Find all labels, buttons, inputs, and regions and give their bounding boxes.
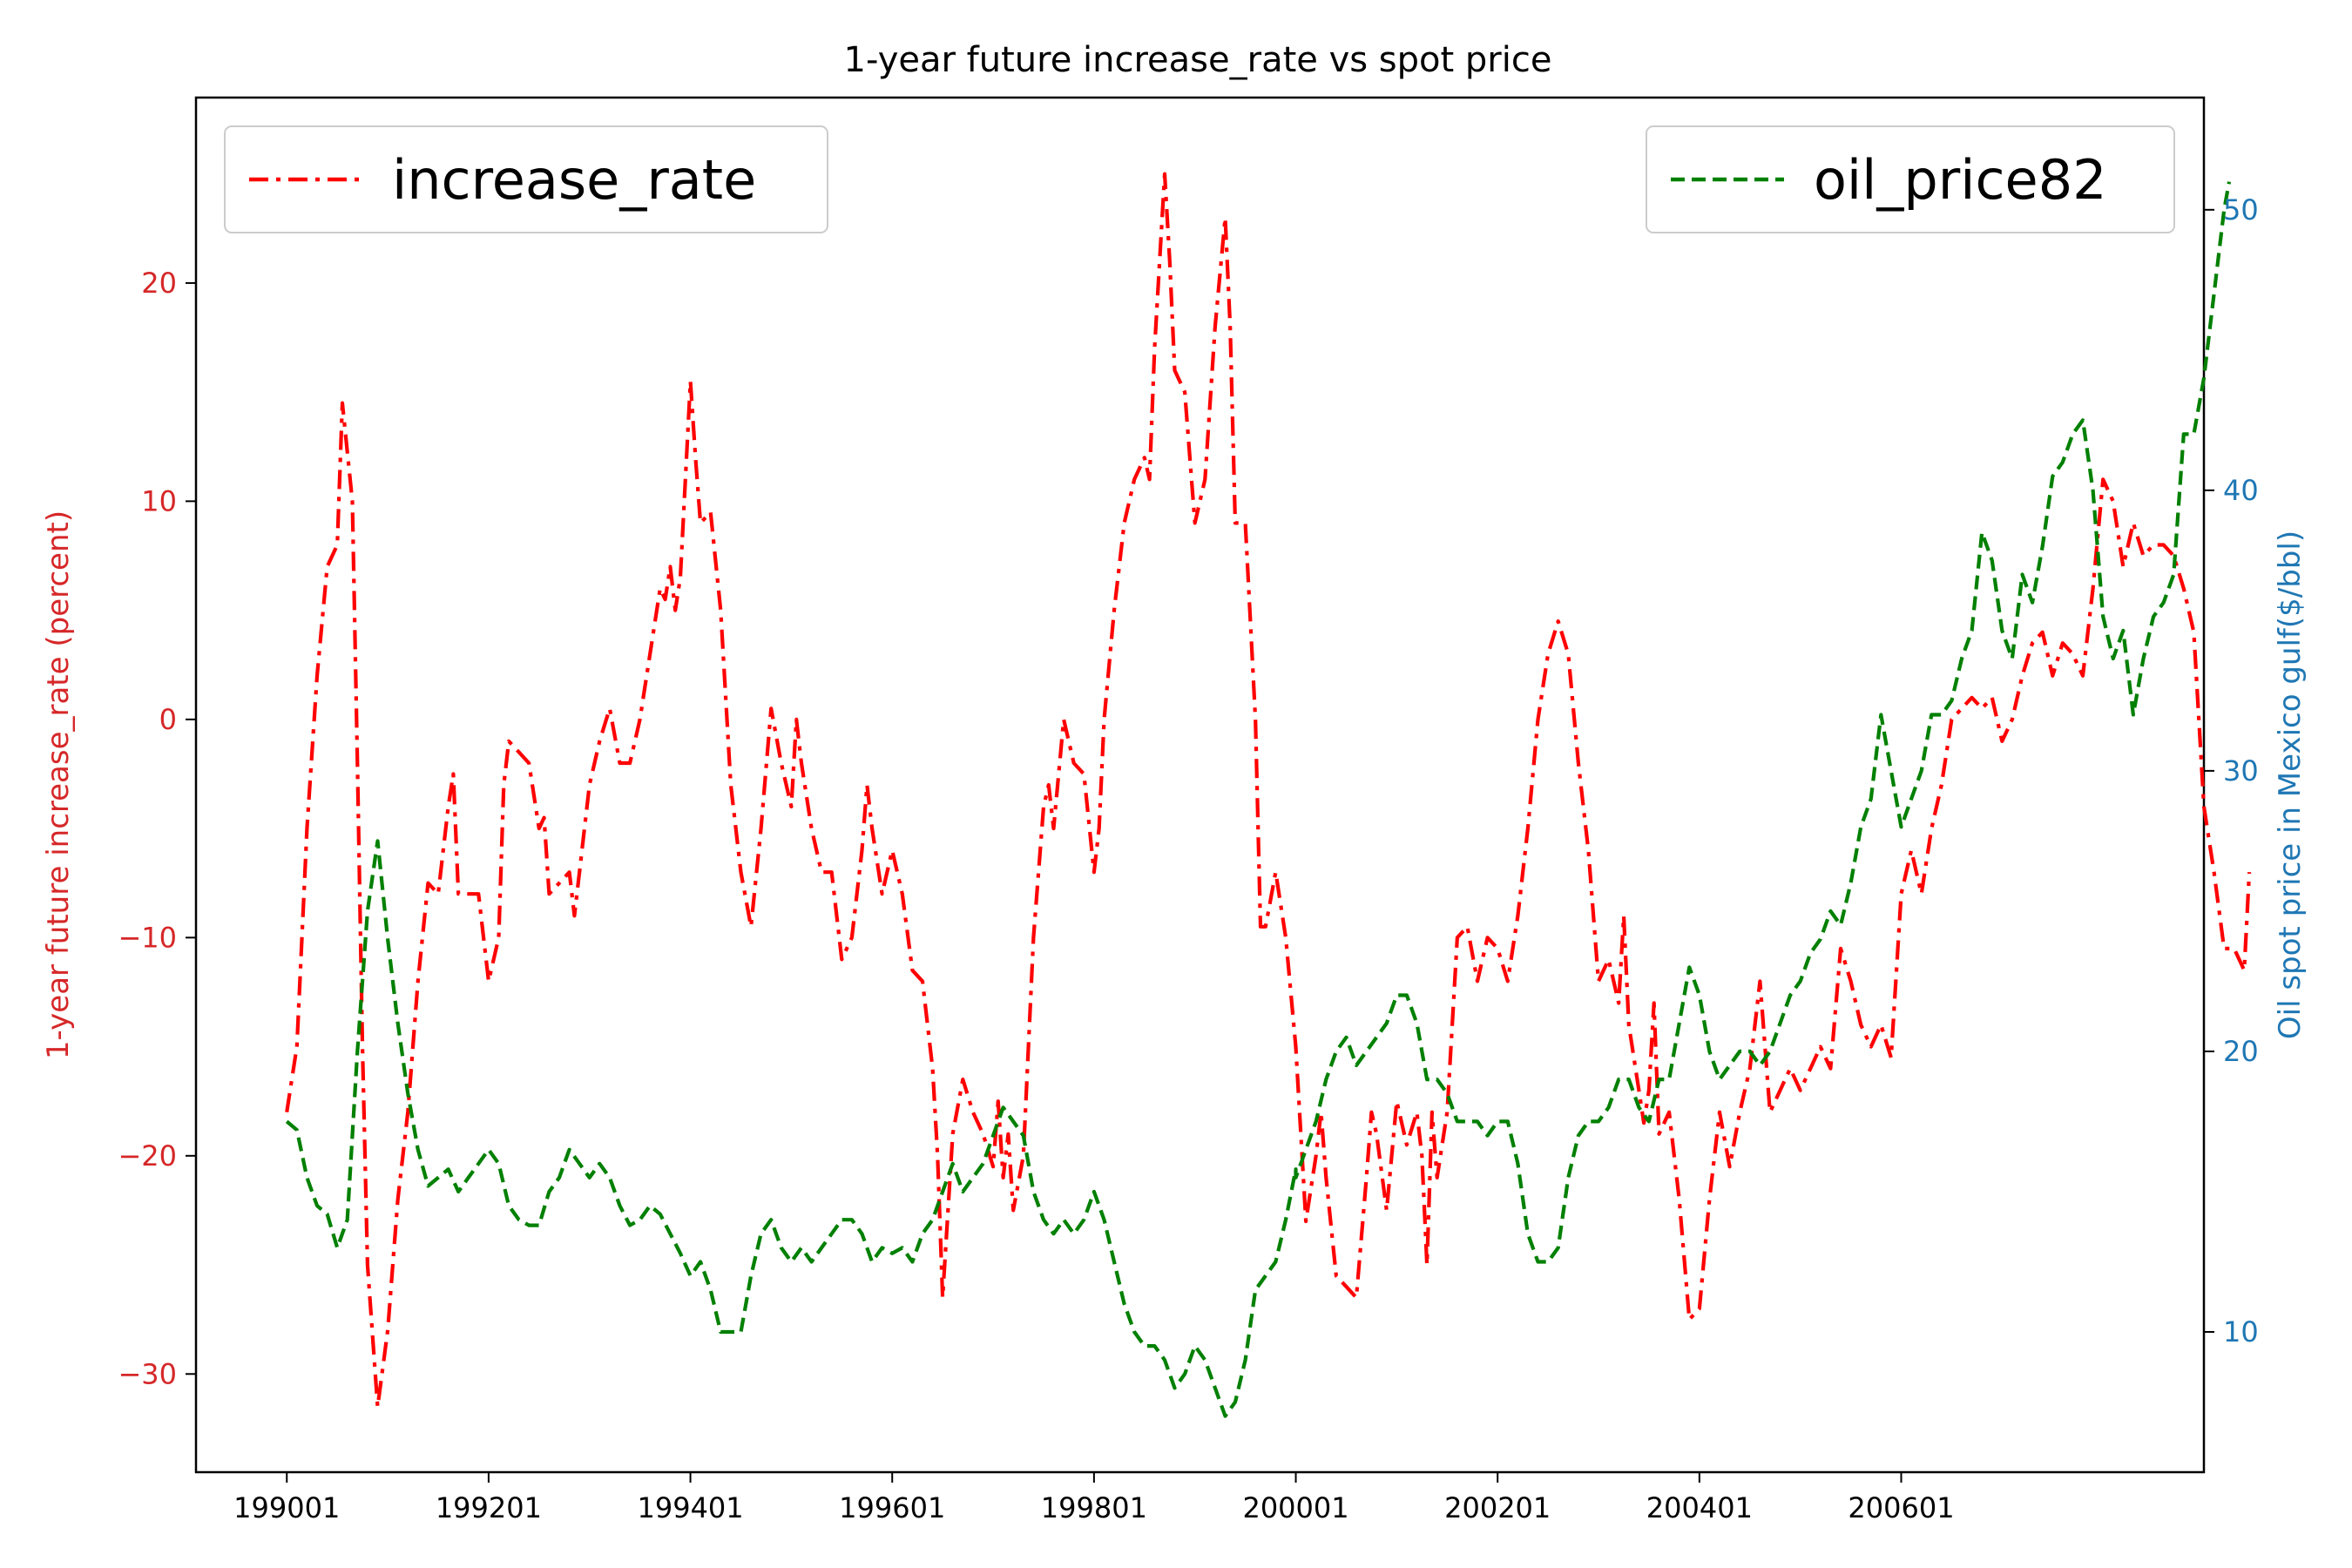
- y-right-tick-label: 10: [2223, 1315, 2259, 1348]
- legend-label: oil_price82: [1814, 148, 2107, 212]
- x-tick-label: 200601: [1848, 1491, 1954, 1524]
- x-tick-label: 200001: [1242, 1491, 1348, 1524]
- legend-right[interactable]: oil_price82: [1646, 125, 2175, 233]
- legend-left[interactable]: increase_rate: [224, 125, 828, 233]
- y-left-tick-label: −10: [118, 921, 177, 954]
- legend-label: increase_rate: [392, 148, 756, 212]
- y-left-tick-label: 0: [159, 703, 177, 736]
- legend-box: [1646, 125, 2175, 233]
- x-tick-label: 199201: [436, 1491, 542, 1524]
- y-axis-right: 10 20 30 40 50 Oil spot price in Mexico gulf(…: [2204, 193, 2308, 1348]
- series-line-oil_price82: [285, 181, 2232, 1418]
- x-tick-label: 200401: [1646, 1491, 1753, 1524]
- y-right-tick-label: 40: [2223, 474, 2259, 507]
- series-layer: [285, 172, 2252, 1418]
- x-tick-label: 199601: [839, 1491, 945, 1524]
- y-left-tick-label: −30: [118, 1357, 177, 1390]
- series-line-increase_rate: [285, 172, 2252, 1409]
- y-right-tick-label: 50: [2223, 193, 2259, 226]
- chart-title: 1-year future increase_rate vs spot pric…: [844, 40, 1552, 80]
- x-axis: 199001 199201 199401 199601 199801 200001 2002…: [233, 1472, 1955, 1524]
- x-tick-label: 199001: [233, 1491, 340, 1524]
- y-right-tick-label: 20: [2223, 1035, 2259, 1068]
- y-left-tick-label: 20: [141, 267, 177, 300]
- legend-box: [224, 125, 828, 233]
- x-tick-label: 199801: [1041, 1491, 1147, 1524]
- x-tick-label: 200201: [1444, 1491, 1551, 1524]
- y-left-tick-label: −20: [118, 1139, 177, 1173]
- y-axis-left: −30 −20 −10 0 10 20 1-year future increase_rat…: [41, 267, 196, 1390]
- y-right-tick-label: 30: [2223, 754, 2259, 787]
- y-left-axis-label: 1-year future increase_rate (percent): [41, 510, 76, 1059]
- y-left-tick-label: 10: [141, 484, 177, 517]
- y-right-axis-label: Oil spot price in Mexico gulf($/bbl): [2273, 531, 2308, 1039]
- x-tick-label: 199401: [637, 1491, 743, 1524]
